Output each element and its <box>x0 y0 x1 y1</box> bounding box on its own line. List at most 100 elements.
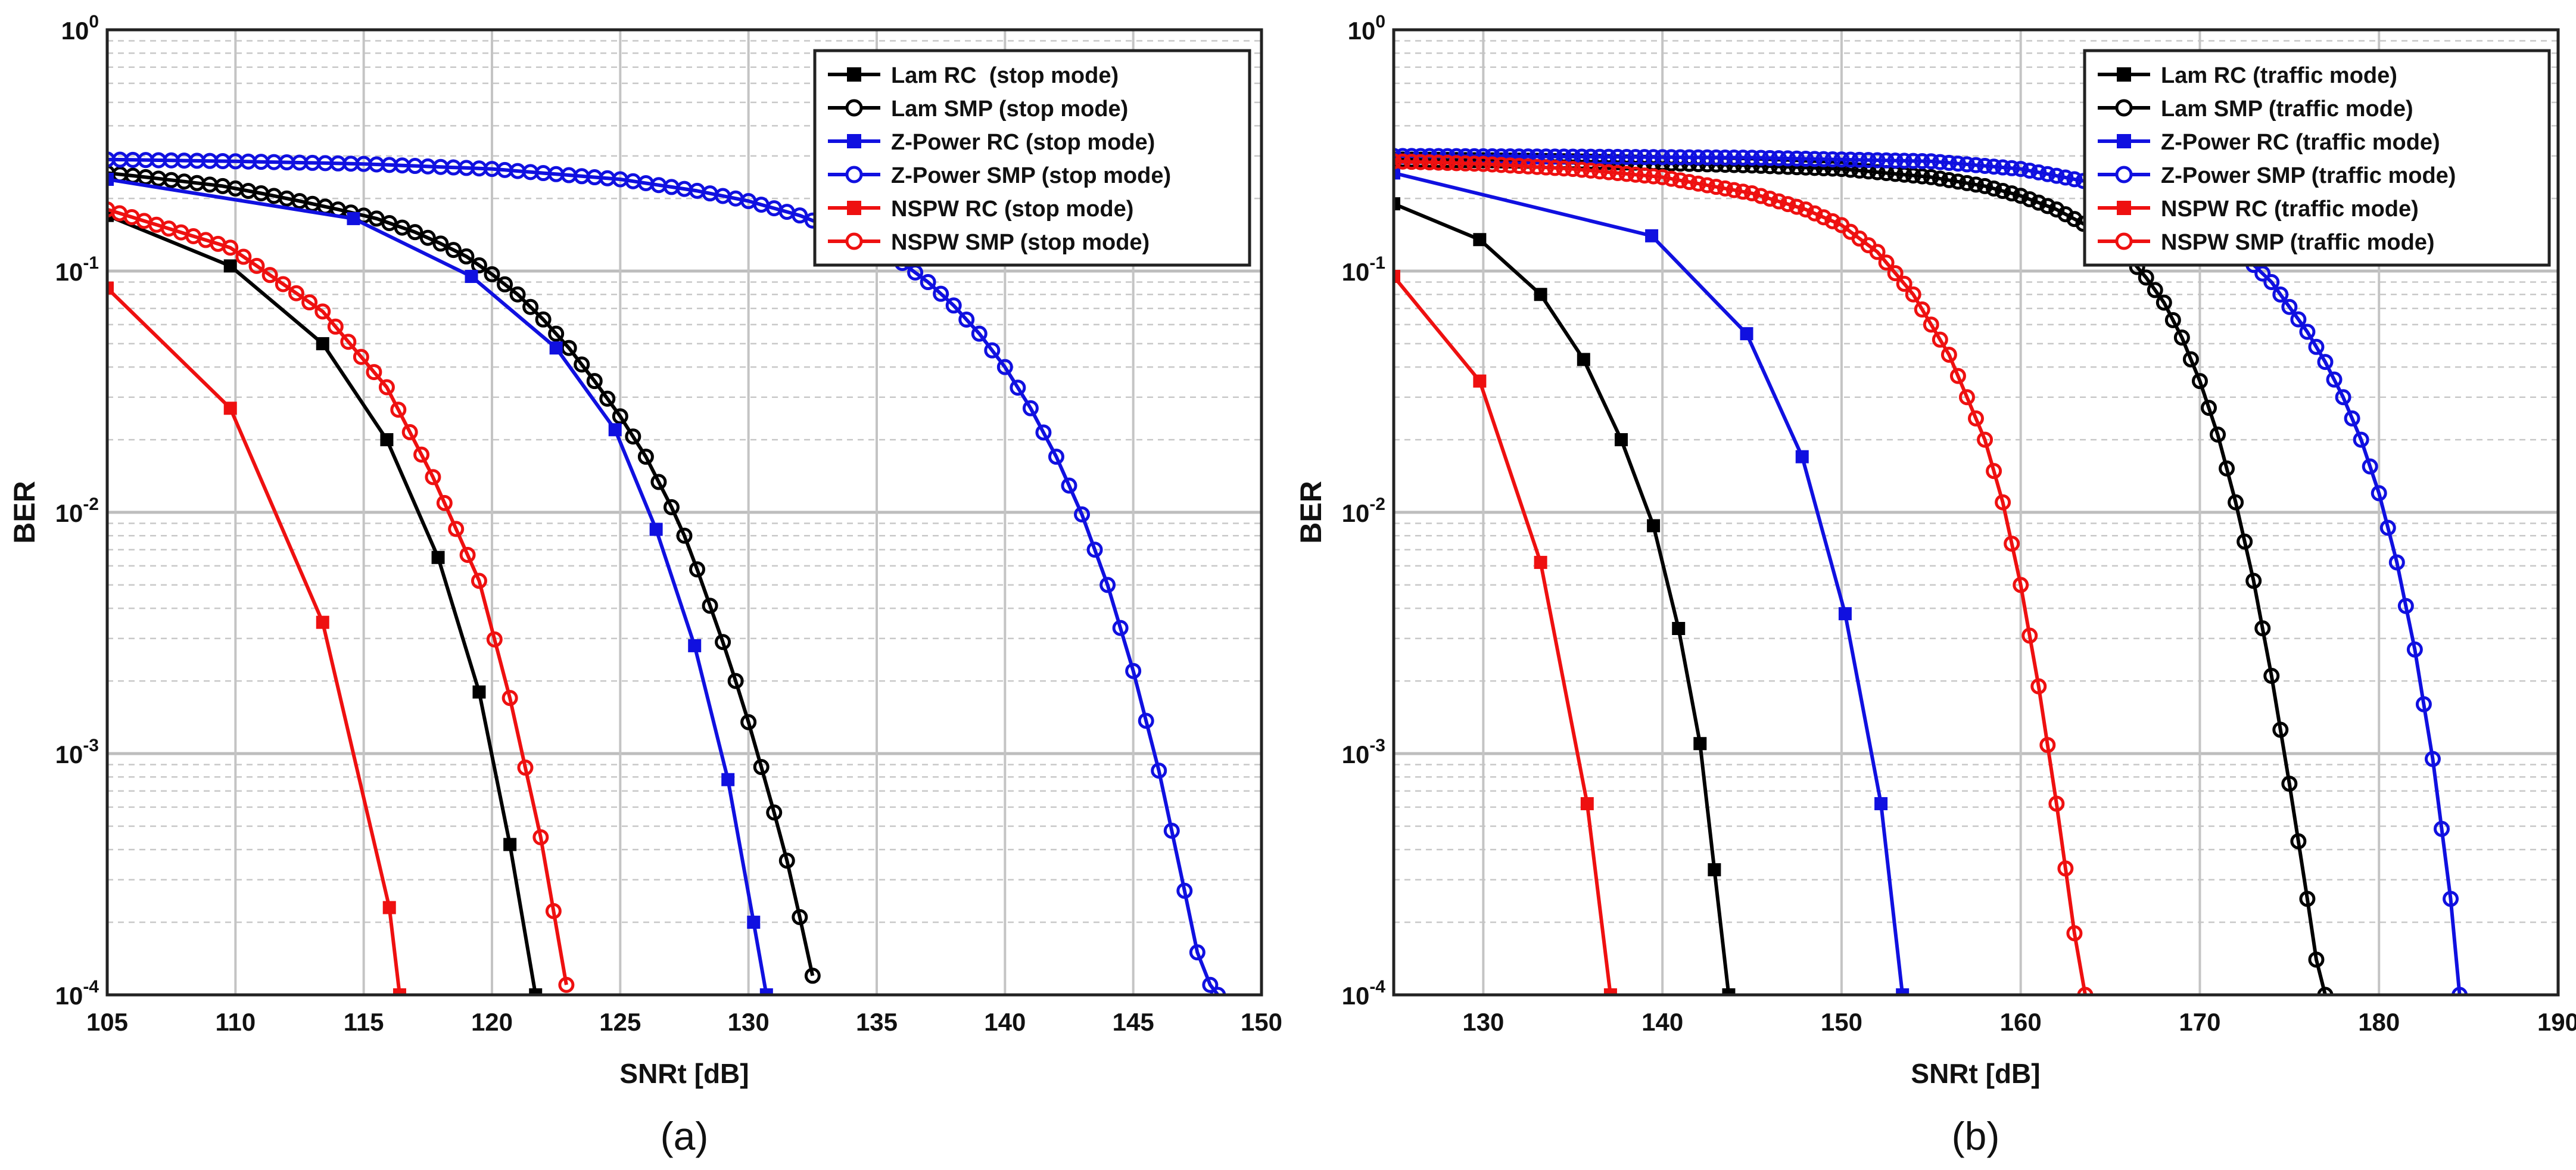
data-point-circle <box>458 248 475 265</box>
data-point-circle <box>1618 166 1635 182</box>
y-tick-labels-a: 10-4 10-3 10-2 10-1 100 <box>55 12 99 1010</box>
data-point-circle <box>2434 820 2450 837</box>
data-point-circle <box>2272 721 2289 738</box>
data-point-circle <box>2066 925 2083 942</box>
x-axis-label-b: SNRt [dB] <box>1911 1058 2040 1089</box>
legend-entry: Lam SMP (stop mode) <box>828 97 1128 122</box>
data-point-square <box>549 341 563 355</box>
data-point-circle <box>2057 169 2074 186</box>
x-tick-labels-b: 130 140 150 160 170 180 190 <box>1462 1008 2576 1036</box>
data-point-circle <box>1645 149 1662 166</box>
legend-label: Lam SMP (stop mode) <box>891 97 1128 122</box>
data-point-square <box>316 615 329 629</box>
data-point-circle <box>2004 185 2020 202</box>
data-point-circle <box>545 903 562 919</box>
data-point-circle <box>1914 153 1930 169</box>
data-point-circle <box>1403 154 1420 170</box>
data-point-circle <box>2317 354 2334 371</box>
x-tick-label-b: 160 <box>2000 1008 2042 1036</box>
legend-entry: Z-Power RC (stop mode) <box>828 130 1155 155</box>
data-point-circle <box>517 760 534 776</box>
legend-marker-square <box>2117 134 2131 148</box>
data-point-circle <box>1725 182 1742 198</box>
legend-entry: Lam RC (traffic mode) <box>2098 63 2397 88</box>
data-point-circle <box>1869 152 1886 169</box>
data-point-circle <box>1547 148 1563 165</box>
data-point-circle <box>425 469 441 486</box>
data-point-circle <box>378 379 395 396</box>
series-a-5 <box>107 281 406 995</box>
data-point-circle <box>2237 533 2253 550</box>
data-point-circle <box>1968 157 1984 173</box>
data-point-circle <box>2147 282 2163 298</box>
data-point-circle <box>548 325 565 342</box>
y-tick-label-a: 10-2 <box>55 494 99 527</box>
data-point-circle <box>1986 180 2002 197</box>
data-point-circle <box>1022 400 1039 416</box>
legend-b: Lam RC (traffic mode) Lam SMP (traffic mo… <box>2083 49 2551 267</box>
data-point-circle <box>1986 463 2002 480</box>
data-point-square <box>1580 797 1594 811</box>
data-point-circle <box>1958 389 1975 406</box>
data-point-circle <box>222 239 239 256</box>
data-point-circle <box>2371 485 2387 502</box>
data-point-circle <box>1824 160 1841 177</box>
data-point-circle <box>2424 751 2441 767</box>
data-point-circle <box>1833 151 1850 168</box>
data-point-circle <box>1896 153 1912 169</box>
legend-marker-circle <box>845 232 863 250</box>
data-point-circle <box>1609 148 1626 165</box>
x-tick-label-a: 150 <box>1241 1008 1282 1036</box>
data-point-circle <box>1923 153 1939 170</box>
data-point-square <box>759 988 773 995</box>
data-point-circle <box>448 521 465 537</box>
data-point-circle <box>1842 151 1859 168</box>
data-point-circle <box>1493 157 1509 173</box>
x-tick-label-a: 145 <box>1113 1008 1154 1036</box>
data-point-circle <box>2388 554 2405 571</box>
data-point-circle <box>1627 166 1644 183</box>
data-point-circle <box>1798 201 1814 218</box>
data-point-circle <box>497 276 513 292</box>
data-point-circle <box>2066 171 2083 188</box>
data-point-circle <box>1556 160 1572 177</box>
data-point-square <box>380 433 394 447</box>
legend-marker-square <box>847 201 861 215</box>
data-point-circle <box>1932 170 1948 187</box>
legend-label: NSPW RC (traffic mode) <box>2161 197 2419 222</box>
data-point-circle <box>1780 150 1796 167</box>
data-point-circle <box>1896 275 1912 292</box>
data-point-square <box>721 773 735 786</box>
data-point-circle <box>1940 172 1957 188</box>
data-point-circle <box>413 446 430 463</box>
y-tick-label-b: 100 <box>1348 12 1385 45</box>
data-point-circle <box>2013 161 2029 178</box>
data-point-circle <box>419 229 436 246</box>
legend-marker-square <box>2117 67 2131 82</box>
data-point-square <box>1394 270 1400 284</box>
data-point-circle <box>1725 150 1742 166</box>
legend-entry: Z-Power RC (traffic mode) <box>2098 130 2440 155</box>
data-point-circle <box>2308 951 2325 968</box>
panel-caption-a: (a) <box>661 1114 709 1158</box>
data-point-circle <box>1824 151 1841 167</box>
data-point-circle <box>2397 598 2414 614</box>
series-b-6 <box>1394 153 2094 995</box>
data-point-circle <box>390 402 407 418</box>
data-point-circle <box>2299 323 2316 340</box>
data-point-circle <box>766 804 783 821</box>
data-point-circle <box>1493 148 1509 164</box>
data-point-circle <box>1940 154 1957 171</box>
data-point-circle <box>1977 178 1993 194</box>
data-point-circle <box>2443 891 2459 907</box>
series-b-5 <box>1394 270 1617 995</box>
data-point-circle <box>1833 161 1850 178</box>
data-point-circle <box>1780 158 1796 175</box>
data-point-circle <box>2263 668 2280 684</box>
data-point-circle <box>1074 506 1091 523</box>
x-tick-label-b: 150 <box>1821 1008 1862 1036</box>
x-tick-label-b: 140 <box>1641 1008 1683 1036</box>
data-point-circle <box>1538 148 1555 165</box>
data-point-square <box>1693 737 1707 751</box>
